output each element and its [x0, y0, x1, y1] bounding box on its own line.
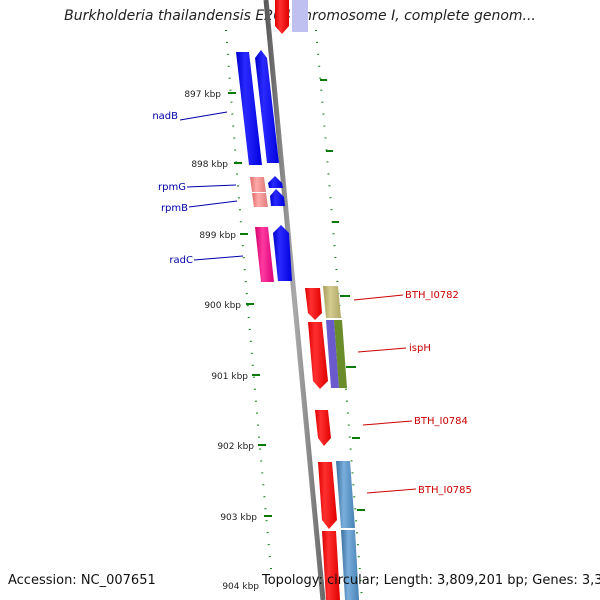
- gene-BTH_I0784[interactable]: [315, 410, 331, 446]
- scale-label-903: 903 kbp: [220, 513, 257, 523]
- label-rpmG[interactable]: rpmG: [158, 182, 237, 193]
- label-ispH[interactable]: ispH: [357, 343, 431, 354]
- label-rpmB[interactable]: rpmB: [161, 200, 238, 214]
- label-radC[interactable]: radC: [169, 255, 244, 266]
- gene-radC[interactable]: [255, 225, 292, 282]
- outer-track-ticks: [320, 79, 365, 511]
- scale-label-899: 899 kbp: [199, 231, 236, 241]
- scale-tick-901: 901 kbp: [211, 372, 260, 382]
- gene-rpmB[interactable]: [252, 189, 285, 207]
- gene-BTH_I0785[interactable]: [318, 461, 359, 600]
- scale-label-901: 901 kbp: [211, 372, 248, 382]
- scale-tick-904: 904 kbp: [222, 582, 259, 592]
- gene-BTH_I0782[interactable]: [305, 286, 341, 320]
- gene-label-text: BTH_I0785: [418, 485, 472, 496]
- gene-label-text: rpmG: [158, 182, 186, 193]
- scale-tick-902: 902 kbp: [217, 442, 266, 452]
- scale-tick-898: 898 kbp: [191, 160, 242, 170]
- topology-text: Topology: circular; Length: 3,809,201 bp…: [262, 573, 600, 588]
- gene-label-text: ispH: [409, 343, 431, 354]
- gene-label-text: rpmB: [161, 203, 188, 214]
- gene-ispH[interactable]: [308, 320, 347, 389]
- label-BTH_I0785[interactable]: BTH_I0785: [366, 485, 472, 496]
- gene-rpmG[interactable]: [250, 176, 283, 192]
- scale-tick-897: 897 kbp: [184, 90, 236, 100]
- scale-label-900: 900 kbp: [204, 301, 241, 311]
- scale-tick-900: 900 kbp: [204, 301, 254, 311]
- chromosome-backbone: [263, 0, 326, 600]
- label-BTH_I0784[interactable]: BTH_I0784: [362, 416, 468, 427]
- gene-label-text: BTH_I0782: [405, 290, 459, 301]
- scale-tick-899: 899 kbp: [199, 231, 248, 241]
- scale-label-897: 897 kbp: [184, 90, 221, 100]
- scale-tick-903: 903 kbp: [220, 513, 272, 523]
- gene-nadB[interactable]: [236, 50, 279, 165]
- scale-label-902: 902 kbp: [217, 442, 254, 452]
- gene-label-text: nadB: [152, 111, 178, 122]
- scale-label-904: 904 kbp: [222, 582, 259, 592]
- scale-label-898: 898 kbp: [191, 160, 228, 170]
- gene-label-text: radC: [169, 255, 193, 266]
- top-partial-genes[interactable]: [275, 0, 308, 34]
- gene-label-text: BTH_I0784: [414, 416, 468, 427]
- label-nadB[interactable]: nadB: [152, 111, 228, 122]
- accession-text: Accession: NC_007651: [8, 573, 156, 588]
- label-BTH_I0782[interactable]: BTH_I0782: [353, 290, 459, 301]
